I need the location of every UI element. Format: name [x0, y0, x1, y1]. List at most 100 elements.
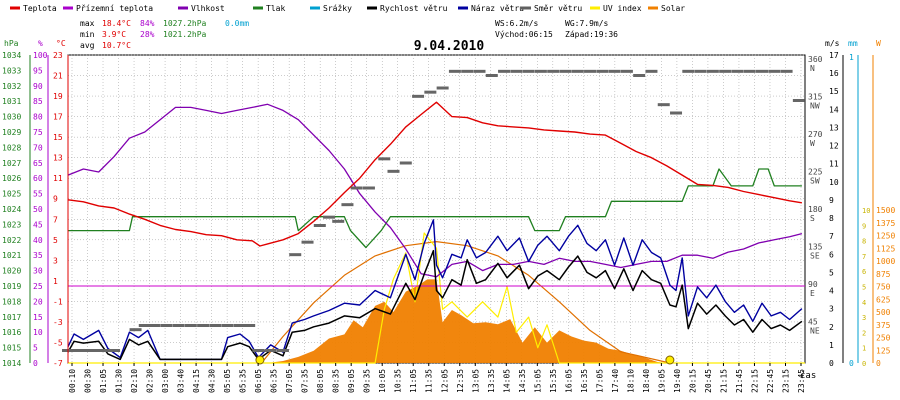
- hum-tick-label: 20: [33, 297, 43, 306]
- hum-tick-label: 90: [33, 82, 43, 91]
- hpa-tick-label: 1030: [2, 113, 21, 122]
- time-tick-label: 21:45: [735, 369, 744, 393]
- solar-unit: W: [876, 39, 881, 48]
- time-tick-label: 10:35: [394, 369, 403, 393]
- stats-max-temp: 18.4°C: [102, 19, 131, 28]
- solar-tick-label: 125: [876, 346, 891, 355]
- time-tick-label: 05:05: [223, 369, 232, 393]
- stats-panel: max 18.4°C 84% 1027.2hPa 0.0mm min 3.9°C 28% 102…: [80, 19, 618, 50]
- hum-tick-label: 60: [33, 174, 43, 183]
- stats-wg: WG:7.9m/s: [565, 19, 609, 28]
- solar-tick-label: 0: [876, 359, 881, 368]
- stats-sunrise: Východ:06:15: [495, 30, 553, 39]
- uv-tick-label: 3: [862, 314, 866, 322]
- dir-tick-compass: SW: [810, 177, 820, 186]
- hum-tick-label: 50: [33, 205, 43, 214]
- hpa-tick-label: 1024: [2, 205, 21, 214]
- hum-tick-label: 30: [33, 267, 43, 276]
- wind-tick-label: 9: [829, 196, 834, 205]
- uv-tick-label: 4: [862, 299, 866, 307]
- hum-tick-label: 10: [33, 328, 43, 337]
- hpa-tick-label: 1015: [2, 344, 21, 353]
- stats-max-hum: 84%: [140, 19, 155, 28]
- hum-tick-label: 80: [33, 113, 43, 122]
- temp-tick-label: 5: [53, 236, 58, 245]
- dir-tick-value: 315: [808, 93, 823, 102]
- hum-tick-label: 45: [33, 220, 43, 229]
- sunrise-marker: [255, 355, 265, 365]
- wind-tick-label: 13: [829, 123, 839, 132]
- x-axis-label: čas: [800, 370, 816, 381]
- hum-tick-label: 85: [33, 97, 43, 106]
- rain-tick-label: 1: [849, 53, 854, 62]
- time-tick-label: 03:00: [161, 369, 170, 393]
- hpa-tick-label: 1014: [2, 359, 21, 368]
- wind-tick-label: 5: [829, 268, 834, 277]
- rain-unit: mm: [848, 39, 858, 48]
- temp-tick-label: 19: [53, 92, 63, 101]
- hum-tick-label: 70: [33, 143, 43, 152]
- stats-min-press: 1021.2hPa: [163, 30, 207, 39]
- temp-tick-label: -5: [53, 338, 63, 347]
- hpa-tick-label: 1021: [2, 251, 21, 260]
- stats-min-hum: 28%: [140, 30, 155, 39]
- time-tick-label: 01:30: [115, 369, 124, 393]
- wind-tick-label: 1: [829, 341, 834, 350]
- time-tick-label: 11:05: [409, 369, 418, 393]
- time-tick-label: 13:05: [471, 369, 480, 393]
- time-tick-label: 04:15: [192, 369, 201, 393]
- hum-tick-label: 15: [33, 313, 43, 322]
- time-tick-label: 15:05: [533, 369, 542, 393]
- hum-unit: %: [38, 39, 43, 48]
- hum-tick-label: 65: [33, 159, 43, 168]
- solar-area: [68, 279, 805, 363]
- time-tick-label: 18:40: [642, 369, 651, 393]
- stats-avg-label: avg: [80, 41, 95, 50]
- temperature-line: [67, 101, 803, 247]
- dir-tick-value: 360: [808, 55, 823, 64]
- time-tick-label: 14:35: [518, 369, 527, 393]
- legend-label: Teplota: [23, 4, 57, 13]
- hpa-tick-label: 1018: [2, 297, 21, 306]
- dir-tick-value: 180: [808, 205, 823, 214]
- temp-tick-label: 9: [53, 195, 58, 204]
- time-tick-label: 07:35: [301, 369, 310, 393]
- solar-tick-label: 750: [876, 283, 891, 292]
- dir-tick-value: 270: [808, 130, 823, 139]
- hpa-tick-label: 1033: [2, 66, 21, 75]
- time-tick-label: 03:40: [177, 369, 186, 393]
- time-tick-label: 23:15: [781, 369, 790, 393]
- wind-tick-label: 0: [829, 359, 834, 368]
- time-tick-label: 12:35: [456, 369, 465, 393]
- uv-tick-label: 7: [862, 253, 866, 261]
- chart-title: 9.04.2010: [414, 39, 485, 54]
- dir-tick-value: 225: [808, 168, 823, 177]
- hpa-tick-label: 1028: [2, 143, 21, 152]
- temp-tick-label: 21: [53, 72, 63, 81]
- hum-tick-label: 35: [33, 251, 43, 260]
- uv-tick-label: 6: [862, 268, 866, 276]
- stats-max-label: max: [80, 19, 95, 28]
- stats-min-label: min: [80, 30, 95, 39]
- wind-tick-label: 16: [829, 69, 839, 78]
- dir-tick-compass: S: [810, 214, 815, 223]
- solar-tick-label: 1500: [876, 206, 895, 215]
- time-tick-label: 14:05: [502, 369, 511, 393]
- time-tick-label: 16:35: [580, 369, 589, 393]
- uv-index-line: [68, 232, 805, 364]
- time-tick-label: 07:05: [285, 369, 294, 393]
- temp-tick-label: 13: [53, 154, 63, 163]
- grid: [67, 54, 806, 364]
- time-tick-label: 12:05: [440, 369, 449, 393]
- hum-tick-label: 25: [33, 282, 43, 291]
- hpa-tick-label: 1020: [2, 267, 21, 276]
- time-tick-label: 17:05: [595, 369, 604, 393]
- plot-area: [62, 69, 805, 365]
- hpa-tick-label: 1022: [2, 236, 21, 245]
- hpa-tick-label: 1019: [2, 282, 21, 291]
- stats-ws: WS:6.2m/s: [495, 19, 539, 28]
- hpa-tick-label: 1026: [2, 174, 21, 183]
- time-tick-label: 15:35: [549, 369, 558, 393]
- dir-tick-compass: NW: [810, 102, 820, 111]
